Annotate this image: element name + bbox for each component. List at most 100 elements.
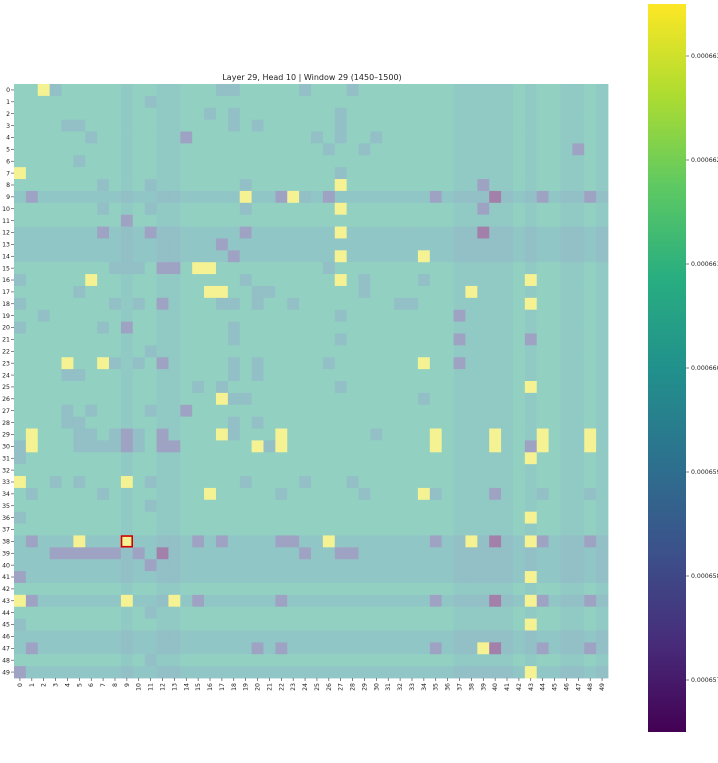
heatmap-cell — [584, 571, 597, 584]
heatmap-cell — [584, 84, 597, 97]
heatmap-cell — [465, 464, 478, 477]
heatmap-cell — [49, 499, 62, 513]
heatmap-cell — [584, 618, 597, 631]
heatmap-cell — [596, 630, 609, 643]
heatmap-cell — [322, 84, 336, 97]
heatmap-cell — [132, 392, 146, 406]
heatmap-cell — [156, 155, 169, 168]
heatmap-cell — [299, 476, 312, 489]
heatmap-cell — [227, 297, 241, 311]
heatmap-cell — [144, 487, 157, 501]
heatmap-cell — [120, 440, 134, 453]
heatmap-cell — [596, 452, 609, 465]
heatmap-cell — [85, 440, 98, 453]
heatmap-cell — [394, 392, 407, 406]
heatmap-cell — [180, 297, 193, 311]
heatmap-cell — [85, 476, 98, 489]
heatmap-cell — [49, 381, 62, 394]
heatmap-cell — [382, 654, 395, 667]
heatmap-cell — [382, 226, 395, 239]
heatmap-cell — [429, 464, 443, 477]
heatmap-cell — [370, 511, 383, 524]
heatmap-cell — [584, 167, 597, 180]
heatmap-cell — [14, 238, 27, 251]
heatmap-cell — [334, 571, 348, 584]
heatmap-cell — [548, 107, 561, 121]
x-tick-label: 15 — [195, 683, 202, 691]
heatmap-cell — [358, 131, 371, 144]
heatmap-cell — [97, 511, 110, 524]
heatmap-cell — [429, 416, 443, 429]
heatmap-cell — [358, 143, 371, 156]
heatmap-cell — [263, 190, 276, 204]
heatmap-cell — [572, 202, 585, 216]
heatmap-cell — [465, 404, 478, 418]
heatmap-cell — [132, 535, 146, 548]
heatmap-cell — [263, 404, 276, 418]
heatmap-cell — [14, 464, 27, 477]
heatmap-cell — [358, 511, 371, 524]
heatmap-cell — [251, 167, 264, 180]
heatmap-cell — [168, 309, 181, 322]
heatmap-cell — [536, 321, 549, 334]
heatmap-cell — [524, 606, 538, 619]
heatmap-cell — [73, 119, 86, 132]
heatmap-cell — [156, 190, 169, 204]
heatmap-cell — [572, 464, 585, 477]
heatmap-cell — [168, 155, 181, 168]
heatmap-cell — [14, 381, 27, 394]
heatmap-cell — [358, 559, 371, 572]
heatmap-cell — [251, 345, 264, 358]
heatmap-cell — [370, 523, 383, 536]
heatmap-cell — [156, 202, 169, 216]
heatmap-cell — [132, 523, 146, 536]
heatmap-cell — [358, 285, 371, 299]
heatmap-cell — [85, 606, 98, 619]
heatmap-cell — [25, 440, 39, 453]
heatmap-cell — [14, 618, 27, 631]
heatmap-cell — [263, 285, 276, 299]
heatmap-cell — [49, 571, 62, 584]
heatmap-cell — [382, 582, 395, 596]
heatmap-cell — [572, 155, 585, 168]
heatmap-cell — [132, 452, 146, 465]
heatmap-cell — [275, 214, 288, 227]
heatmap-cell — [144, 464, 157, 477]
heatmap-cell — [394, 594, 407, 608]
heatmap-cell — [489, 202, 502, 216]
heatmap-cell — [61, 582, 74, 596]
heatmap-cell — [156, 274, 169, 287]
heatmap-cell — [489, 535, 502, 548]
heatmap-cell — [227, 416, 241, 429]
heatmap-cell — [465, 428, 478, 441]
heatmap-cell — [73, 594, 86, 608]
heatmap-cell — [477, 345, 490, 358]
heatmap-cell — [275, 535, 288, 548]
heatmap-cell — [512, 666, 526, 679]
heatmap-cell — [287, 131, 300, 144]
heatmap-cell — [394, 333, 407, 346]
heatmap-cell — [263, 440, 276, 453]
heatmap-cell — [572, 630, 585, 643]
heatmap-cell — [417, 582, 431, 596]
heatmap-cell — [501, 654, 514, 667]
heatmap-cell — [429, 190, 443, 204]
heatmap-cell — [49, 107, 62, 121]
heatmap-cell — [382, 333, 395, 346]
heatmap-cell — [168, 119, 181, 132]
heatmap-cell — [97, 642, 110, 655]
heatmap-cell — [49, 464, 62, 477]
heatmap-cell — [536, 571, 549, 584]
heatmap-cell — [168, 428, 181, 441]
heatmap-cell — [417, 547, 431, 560]
heatmap-cell — [572, 274, 585, 287]
heatmap-cell — [25, 606, 39, 619]
heatmap-cell — [417, 262, 431, 275]
heatmap-cell — [73, 618, 86, 631]
heatmap-cell — [572, 476, 585, 489]
x-tick-label: 20 — [255, 683, 262, 691]
heatmap-cell — [120, 155, 134, 168]
heatmap-cell — [120, 84, 134, 97]
heatmap-cell — [596, 559, 609, 572]
heatmap-cell — [85, 452, 98, 465]
